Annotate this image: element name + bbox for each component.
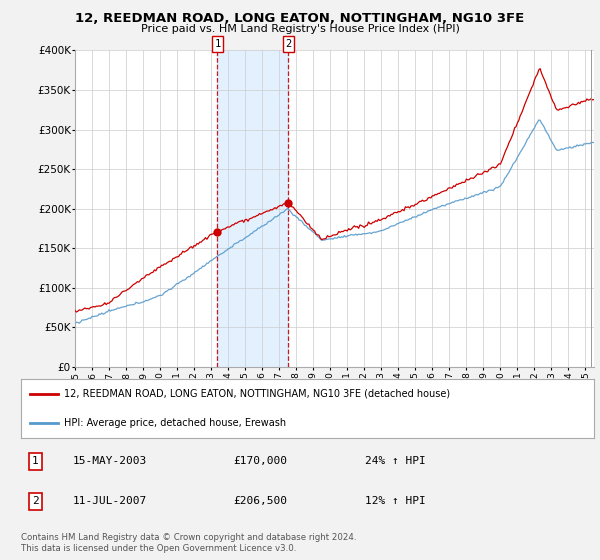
Text: 1: 1 (32, 456, 39, 466)
Bar (217, 50, 289, 367)
Text: 15-MAY-2003: 15-MAY-2003 (73, 456, 147, 466)
Text: 12, REEDMAN ROAD, LONG EATON, NOTTINGHAM, NG10 3FE (detached house): 12, REEDMAN ROAD, LONG EATON, NOTTINGHAM… (64, 389, 450, 399)
Text: £170,000: £170,000 (233, 456, 287, 466)
Text: 11-JUL-2007: 11-JUL-2007 (73, 496, 147, 506)
Text: HPI: Average price, detached house, Erewash: HPI: Average price, detached house, Erew… (64, 418, 286, 428)
Text: £206,500: £206,500 (233, 496, 287, 506)
Text: 24% ↑ HPI: 24% ↑ HPI (365, 456, 425, 466)
Text: 12% ↑ HPI: 12% ↑ HPI (365, 496, 425, 506)
Text: 12, REEDMAN ROAD, LONG EATON, NOTTINGHAM, NG10 3FE: 12, REEDMAN ROAD, LONG EATON, NOTTINGHAM… (76, 12, 524, 25)
Text: 2: 2 (32, 496, 39, 506)
Text: Price paid vs. HM Land Registry's House Price Index (HPI): Price paid vs. HM Land Registry's House … (140, 24, 460, 34)
Text: 1: 1 (214, 39, 221, 49)
Text: 2: 2 (285, 39, 292, 49)
Text: Contains HM Land Registry data © Crown copyright and database right 2024.
This d: Contains HM Land Registry data © Crown c… (21, 533, 356, 553)
